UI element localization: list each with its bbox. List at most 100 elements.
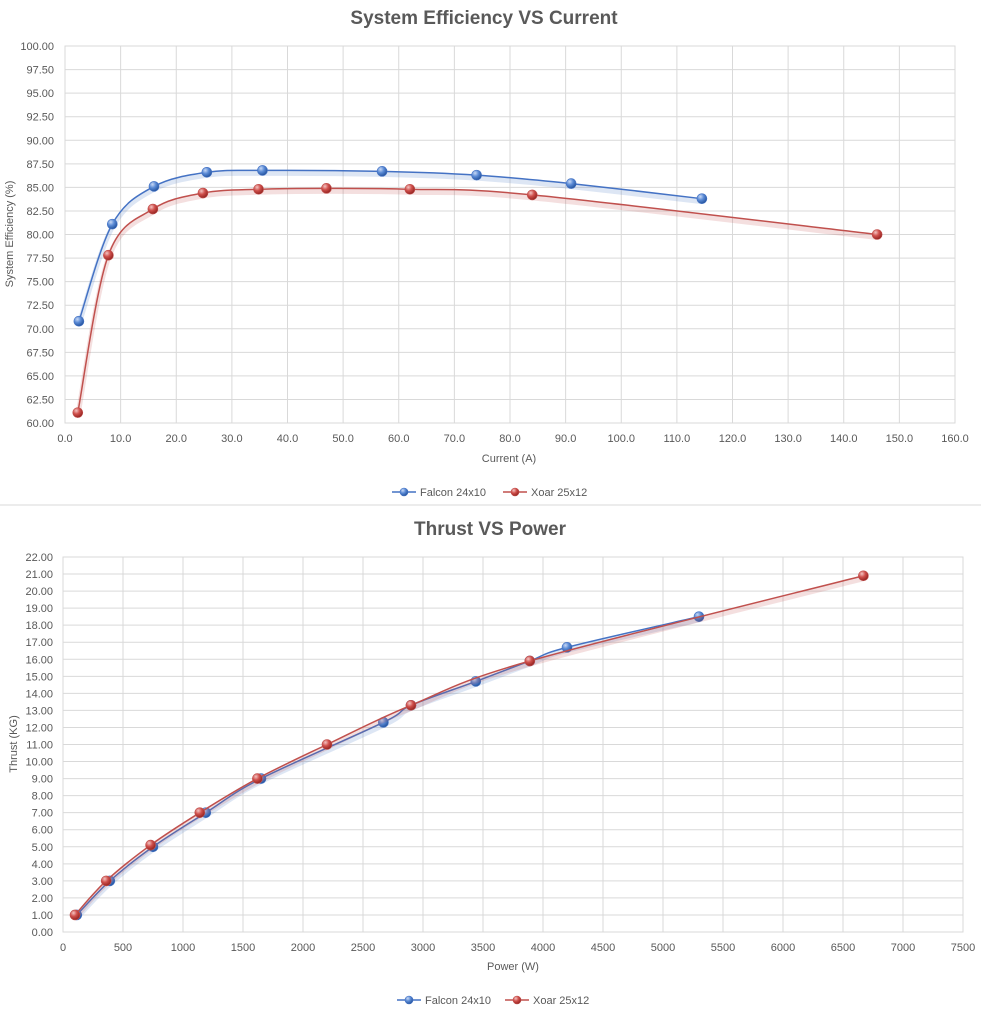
data-point [257, 165, 268, 176]
y-tick-label: 6.00 [32, 825, 53, 837]
series-line-shadow [73, 576, 865, 920]
thrust-chart: Thrust VS Power 0.00 1.00 2.00 3.00 4.00 5.00… [8, 519, 975, 1007]
y-tick-label: 11.00 [26, 740, 53, 752]
data-point [858, 570, 869, 582]
x-tick-label: 130.0 [774, 433, 802, 445]
x-tick-label: 120.0 [719, 433, 747, 445]
legend-label: Falcon 24x10 [420, 487, 486, 499]
y-tick-label: 3.00 [32, 876, 53, 888]
x-tick-label: 2000 [291, 942, 315, 954]
legend-item: Falcon 24x10 [392, 487, 486, 499]
y-tick-label: 9.00 [32, 774, 53, 786]
y-tick-label: 100.00 [20, 41, 54, 53]
legend-marker [512, 995, 522, 1005]
legend-marker [510, 487, 520, 497]
x-tick-label: 70.0 [444, 433, 465, 445]
legend: Falcon 24x10 Xoar 25x12 [397, 995, 589, 1007]
y-tick-label: 92.50 [26, 112, 54, 124]
x-tick-label: 4000 [531, 942, 555, 954]
y-tick-label: 75.00 [26, 277, 54, 289]
y-tick-label: 15.00 [25, 671, 53, 683]
x-tick-label: 6000 [771, 942, 795, 954]
series-line-shadow [75, 188, 878, 417]
x-tick-label: 7500 [951, 942, 975, 954]
data-point [405, 699, 417, 711]
x-tick-label: 1000 [171, 942, 195, 954]
legend: Falcon 24x10 Xoar 25x12 [392, 487, 587, 499]
y-tick-label: 10.00 [25, 757, 53, 769]
chart-title: System Efficiency VS Current [350, 8, 618, 29]
y-tick-label: 72.50 [26, 300, 54, 312]
x-tick-label: 5500 [711, 942, 735, 954]
x-tick-label: 160.0 [941, 433, 969, 445]
y-tick-label: 77.50 [26, 253, 54, 265]
y-tick-label: 0.00 [32, 927, 53, 939]
series-layer [72, 165, 883, 418]
x-tick-label: 500 [114, 942, 132, 954]
legend-label: Xoar 25x12 [533, 995, 589, 1007]
x-tick-label: 20.0 [166, 433, 187, 445]
y-tick-label: 87.50 [26, 159, 54, 171]
y-tick-label: 95.00 [26, 88, 54, 100]
data-point [252, 773, 263, 784]
x-tick-label: 60.0 [388, 433, 409, 445]
y-tick-label: 5.00 [32, 842, 53, 854]
data-point [696, 193, 708, 204]
data-point [148, 181, 160, 192]
x-tick-label: 0 [60, 942, 66, 954]
y-tick-label: 97.50 [26, 65, 54, 77]
data-point [100, 875, 112, 887]
y-gridlines [63, 556, 963, 933]
x-tick-label: 110.0 [664, 433, 691, 445]
x-axis-title: Current (A) [482, 453, 536, 465]
x-tick-label: 7000 [891, 942, 915, 954]
legend-item: Falcon 24x10 [397, 995, 491, 1007]
legend-item: Xoar 25x12 [503, 487, 587, 499]
data-point [145, 839, 156, 851]
x-axis-title: Power (W) [487, 961, 539, 973]
y-tick-labels: 60.00 62.50 65.00 67.50 70.00 72.50 75.00 77.50… [20, 41, 54, 430]
x-tick-label: 5000 [651, 942, 675, 954]
y-tick-label: 20.00 [25, 586, 53, 598]
y-tick-label: 2.00 [32, 893, 53, 905]
data-point [321, 739, 333, 750]
y-tick-label: 21.00 [25, 569, 53, 581]
y-tick-label: 22.00 [25, 552, 53, 564]
data-point [524, 655, 536, 667]
y-tick-label: 82.50 [26, 206, 54, 218]
series-layer [69, 570, 869, 921]
data-point [147, 203, 159, 215]
data-point [871, 229, 883, 240]
y-tick-labels: 0.00 1.00 2.00 3.00 4.00 5.00 6.00 7.00 8.00 9.00… [25, 552, 53, 939]
y-tick-label: 4.00 [32, 859, 53, 871]
plot-area [62, 556, 964, 933]
y-tick-label: 12.00 [25, 722, 53, 734]
y-tick-label: 8.00 [32, 791, 53, 803]
x-tick-label: 3500 [471, 942, 495, 954]
y-tick-label: 16.00 [25, 654, 53, 666]
data-point [69, 909, 81, 921]
y-tick-label: 19.00 [25, 603, 53, 615]
y-tick-label: 65.00 [26, 371, 54, 383]
data-point [72, 407, 84, 418]
y-tick-label: 90.00 [26, 135, 54, 147]
y-tick-label: 67.50 [26, 347, 54, 359]
data-point [376, 166, 388, 177]
data-point [253, 183, 264, 195]
data-point [197, 187, 209, 199]
x-tick-label: 80.0 [499, 433, 520, 445]
x-tick-label: 6500 [831, 942, 855, 954]
x-tick-label: 150.0 [886, 433, 914, 445]
y-tick-label: 18.00 [25, 620, 53, 632]
x-tick-label: 1500 [231, 942, 255, 954]
y-tick-label: 80.00 [26, 230, 54, 242]
x-tick-label: 50.0 [332, 433, 353, 445]
y-tick-label: 7.00 [32, 808, 53, 820]
x-tick-label: 40.0 [277, 433, 298, 445]
x-tick-label: 0.0 [57, 433, 72, 445]
efficiency-chart: System Efficiency VS Current 60.0062.506… [4, 8, 969, 499]
data-point [201, 166, 213, 178]
x-tick-label: 30.0 [221, 433, 242, 445]
data-point [106, 218, 118, 230]
